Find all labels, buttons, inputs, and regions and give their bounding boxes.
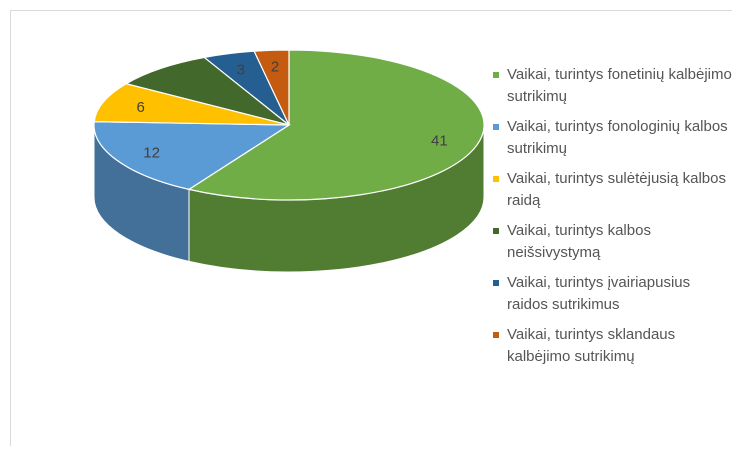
data-label: 3 [237, 61, 245, 78]
pie-slice [93, 121, 291, 191]
legend-label: Vaikai, turintys įvairiapusius raidos su… [507, 274, 691, 313]
legend-marker [493, 124, 499, 130]
legend-label: Vaikai, turintys kalbos neišsivystymą [507, 222, 651, 261]
legend-marker [493, 176, 499, 182]
legend-item-suletejusia: Vaikai, turintys sulėtėjusią kalbos raid… [493, 168, 733, 220]
legend-marker [493, 332, 499, 338]
legend-item-fonetiniu: Vaikai, turintys fonetinių kalbėjimo sut… [493, 64, 733, 116]
legend-label: Vaikai, turintys fonologinių kalbos sutr… [507, 118, 728, 157]
legend-label: Vaikai, turintys sulėtėjusią kalbos raid… [507, 170, 726, 209]
data-label: 6 [136, 99, 144, 116]
legend-item-fonologiniu: Vaikai, turintys fonologinių kalbos sutr… [493, 116, 733, 168]
data-label: 2 [271, 59, 279, 76]
chart-frame [10, 10, 732, 446]
pie-slice [124, 56, 290, 126]
legend-marker [493, 280, 499, 286]
legend-item-neissivystyma: Vaikai, turintys kalbos neišsivystymą [493, 220, 733, 272]
data-label: 12 [143, 145, 160, 162]
legend-item-sklandaus: Vaikai, turintys sklandaus kalbėjimo sut… [493, 324, 733, 376]
legend-label: Vaikai, turintys fonetinių kalbėjimo sut… [507, 66, 732, 105]
pie-slice [187, 49, 485, 201]
legend-marker [493, 72, 499, 78]
pie-slice [93, 83, 290, 126]
data-label: 41 [431, 133, 448, 150]
legend: Vaikai, turintys fonetinių kalbėjimo sut… [493, 64, 733, 376]
pie-slice [253, 49, 290, 126]
legend-label: Vaikai, turintys sklandaus kalbėjimo sut… [507, 326, 676, 365]
legend-marker [493, 228, 499, 234]
legend-item-ivairiapusius: Vaikai, turintys įvairiapusius raidos su… [493, 272, 733, 324]
